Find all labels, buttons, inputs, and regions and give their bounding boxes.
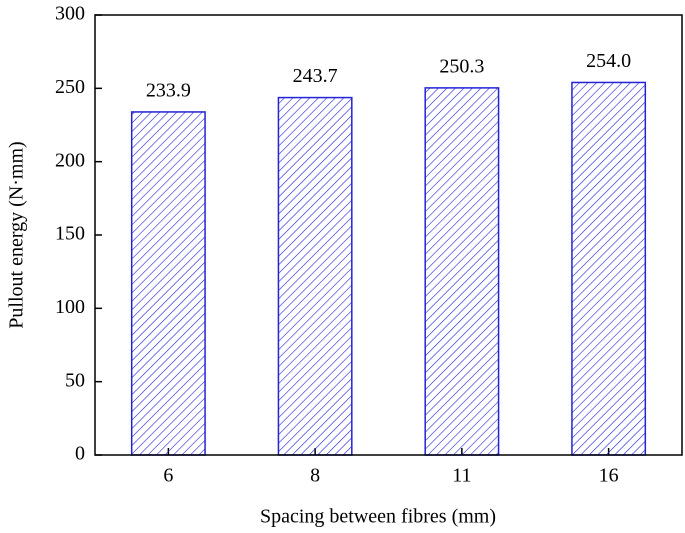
bar (277, 96, 353, 456)
value-label: 243.7 (293, 65, 338, 87)
y-tick-label: 150 (55, 223, 85, 245)
bar (571, 81, 647, 456)
x-tick-label: 6 (163, 465, 173, 487)
y-tick-label: 200 (55, 149, 85, 171)
x-tick-label: 16 (599, 465, 619, 487)
x-tick-label: 11 (452, 465, 471, 487)
value-label: 250.3 (439, 55, 484, 77)
x-tick-label: 8 (310, 465, 320, 487)
y-tick-label: 250 (55, 76, 85, 98)
y-axis-label: Pullout energy (N·mm) (6, 141, 28, 328)
y-tick-label: 300 (55, 3, 85, 25)
y-tick-label: 50 (65, 369, 85, 391)
value-label: 233.9 (146, 80, 191, 102)
y-tick-label: 100 (55, 296, 85, 318)
y-tick-label: 0 (75, 443, 85, 465)
bar (424, 87, 500, 456)
bar (130, 111, 206, 456)
value-label: 254.0 (586, 50, 631, 72)
x-axis-label: Spacing between fibres (mm) (260, 506, 496, 528)
plot-frame (94, 14, 683, 456)
